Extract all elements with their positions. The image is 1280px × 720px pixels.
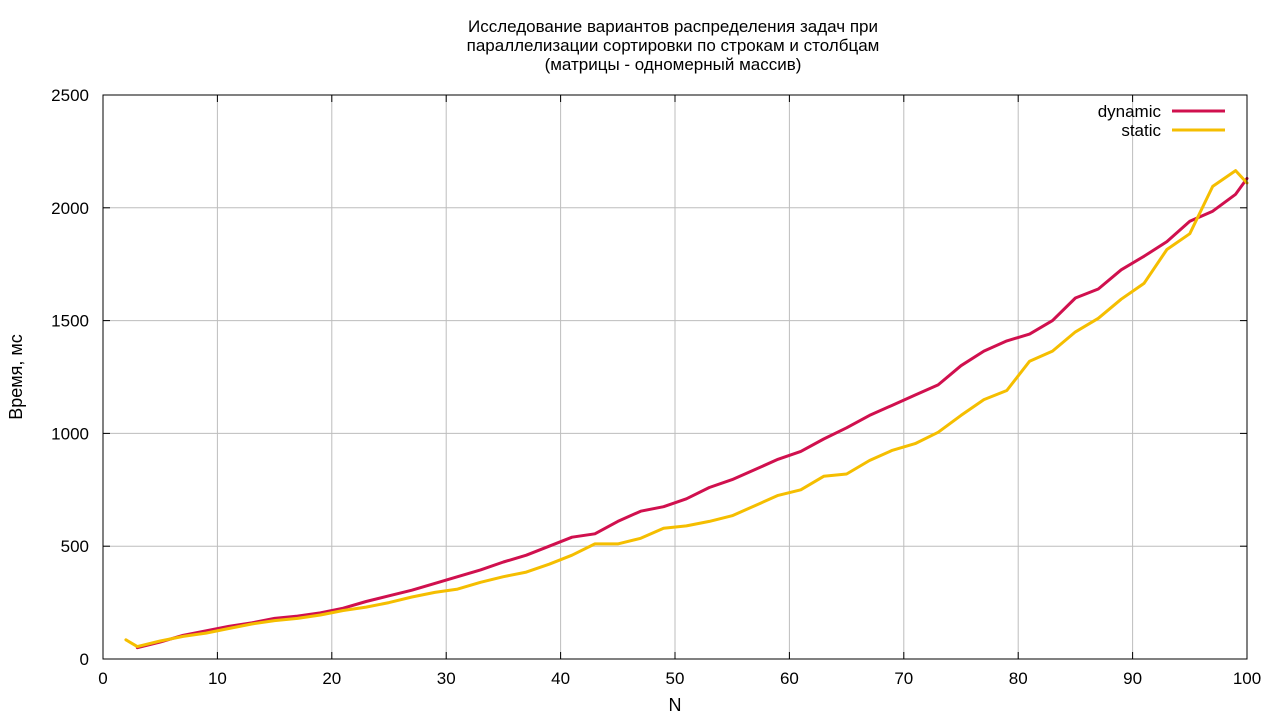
x-tick-label: 20 <box>322 669 341 688</box>
x-tick-label: 70 <box>894 669 913 688</box>
y-tick-label: 1500 <box>51 312 89 331</box>
x-tick-label: 30 <box>437 669 456 688</box>
series-line-static <box>124 169 1249 649</box>
chart-title-line-1: Исследование вариантов распределения зад… <box>468 17 878 36</box>
series-lines <box>124 169 1249 650</box>
grid-lines <box>103 95 1247 659</box>
y-tick-label: 2000 <box>51 199 89 218</box>
x-tick-label: 50 <box>666 669 685 688</box>
legend-label-dynamic: dynamic <box>1098 102 1162 121</box>
x-tick-label: 90 <box>1123 669 1142 688</box>
series-line-dynamic <box>135 177 1249 650</box>
legend-label-static: static <box>1121 121 1161 140</box>
chart-title-line-2: параллелизации сортировки по строкам и с… <box>466 36 880 55</box>
x-tick-label: 60 <box>780 669 799 688</box>
plot-frame <box>102 94 1248 660</box>
y-axis-label: Время, мс <box>6 334 26 420</box>
chart-title-line-3: (матрицы - одномерный массив) <box>544 55 802 74</box>
x-tick-label: 40 <box>551 669 570 688</box>
x-axis-label: N <box>669 695 682 715</box>
y-tick-label: 0 <box>80 650 89 669</box>
y-tick-label: 1000 <box>51 424 89 443</box>
y-tick-label: 500 <box>61 537 89 556</box>
tick-labels: 0 10 20 30 40 50 60 70 80 90 100050010001500200025… <box>51 86 1261 688</box>
x-tick-label: 100 <box>1233 669 1261 688</box>
chart-title: Исследование вариантов распределения зад… <box>0 17 1280 74</box>
x-tick-label: 10 <box>208 669 227 688</box>
x-tick-label: 0 <box>98 669 107 688</box>
y-tick-label: 2500 <box>51 86 89 105</box>
x-tick-label: 80 <box>1009 669 1028 688</box>
